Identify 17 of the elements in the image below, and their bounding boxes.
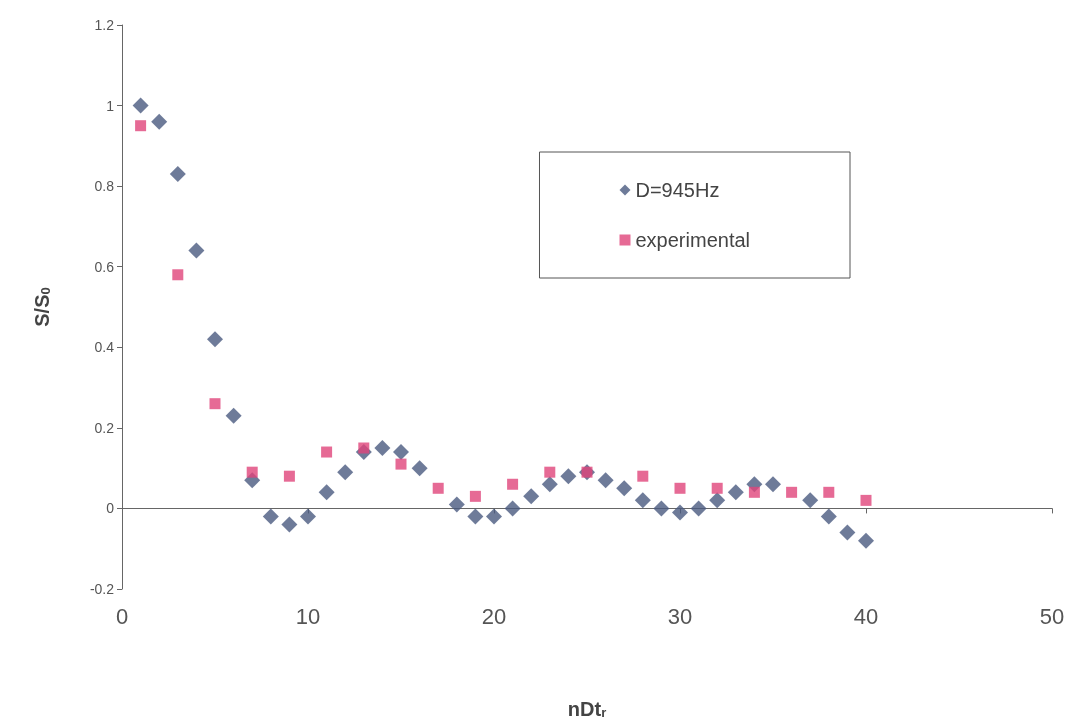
x-tick-label: 10 — [295, 603, 321, 629]
y-tick-label: -0.2 — [89, 581, 115, 597]
x-tick-label: 20 — [481, 603, 507, 629]
legend-label: D=945Hz — [635, 179, 720, 201]
x-tick-label: 50 — [1039, 603, 1065, 629]
x-tick-label: 40 — [853, 603, 879, 629]
x-axis-title: nDtr — [567, 698, 607, 720]
y-tick-label: 1 — [106, 97, 115, 114]
y-axis-title: S/S0 — [31, 287, 53, 327]
y-tick-label: 0.6 — [94, 258, 115, 275]
y-tick-label: 0.2 — [94, 419, 115, 436]
y-tick-label: 0.4 — [94, 339, 115, 356]
y-tick-label: 0.8 — [94, 178, 115, 195]
y-tick-label: 0 — [106, 500, 115, 517]
x-tick-label: 30 — [667, 603, 693, 629]
legend-label: experimental — [635, 229, 751, 251]
y-tick-label: 1.2 — [94, 17, 115, 33]
